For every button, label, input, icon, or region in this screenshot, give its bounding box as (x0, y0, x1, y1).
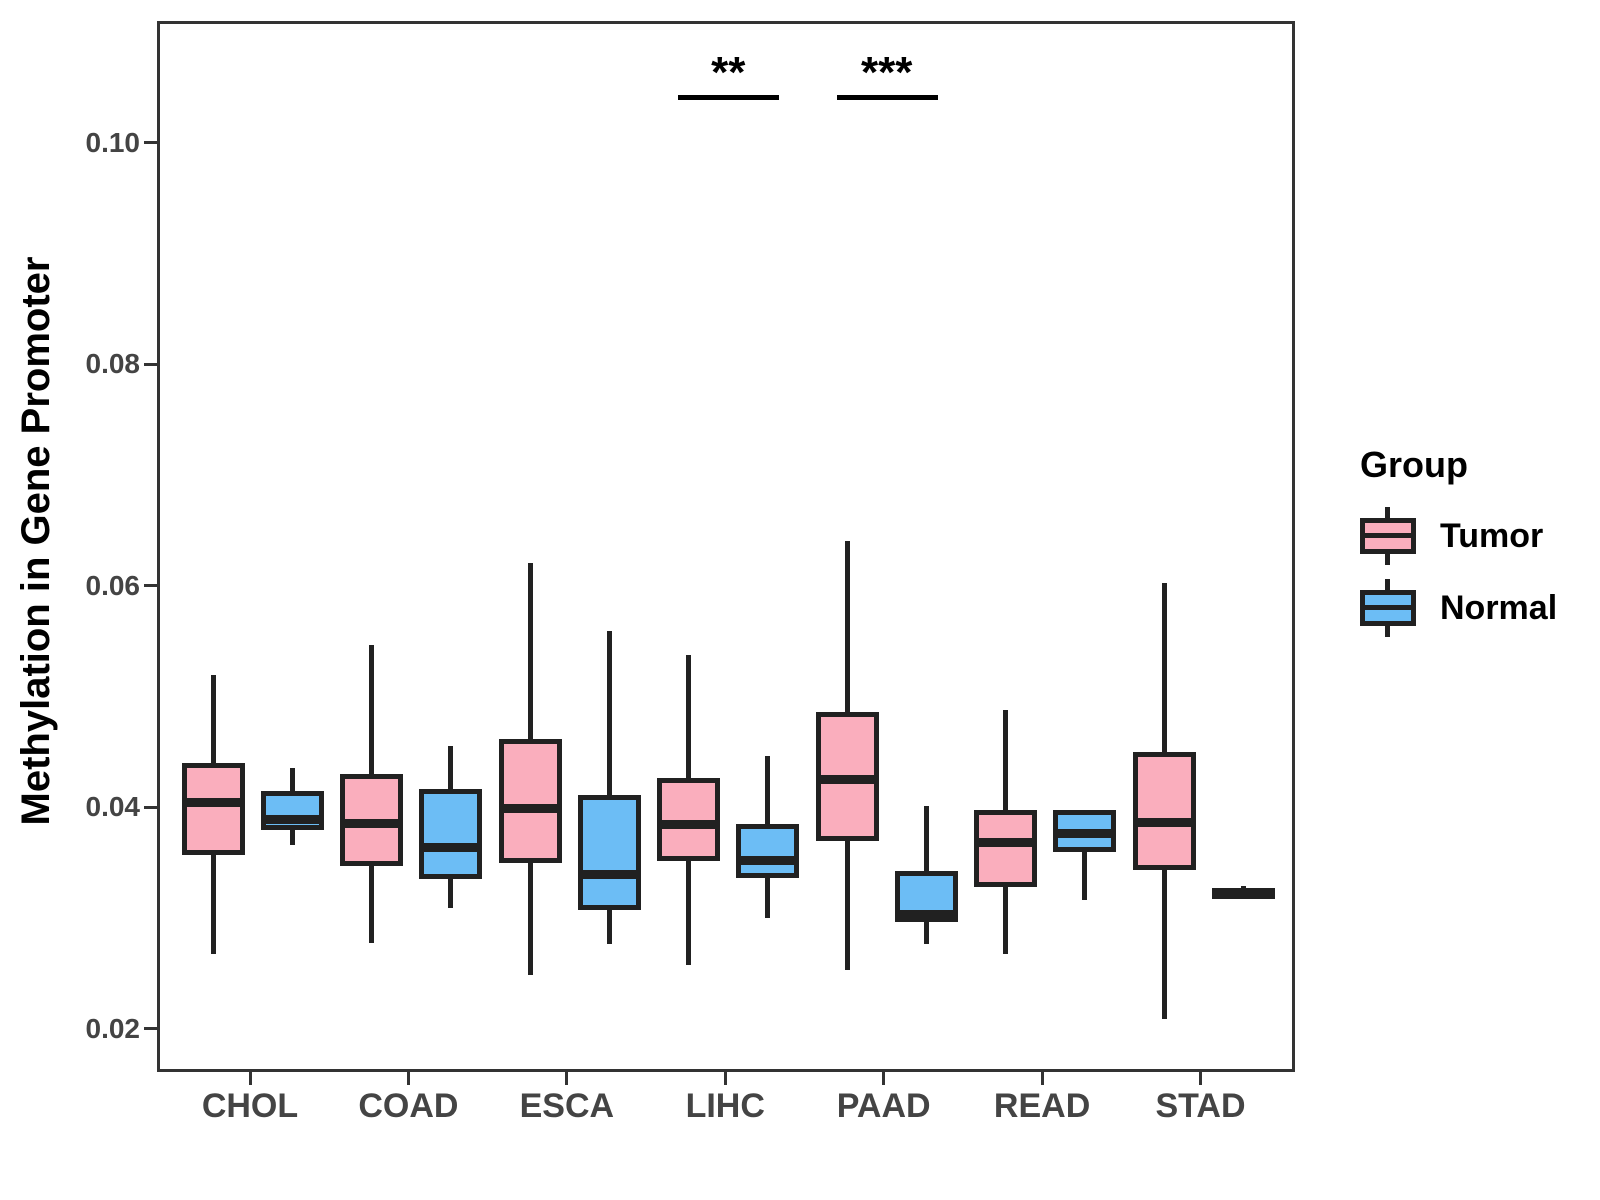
whisker-normal-READ (1082, 810, 1088, 900)
y-tick-mark (144, 362, 157, 366)
box-tumor-LIHC (657, 778, 721, 862)
legend-title: Group (1360, 444, 1468, 485)
y-tick-mark (144, 141, 157, 145)
box-normal-COAD (419, 789, 483, 879)
plot-panel: ** *** (157, 21, 1295, 1072)
median-normal-PAAD (894, 909, 958, 919)
key-median (1360, 533, 1416, 538)
box-normal-ESCA (577, 794, 641, 910)
x-tick-label-READ: READ (993, 1087, 1091, 1125)
median-tumor-CHOL (182, 798, 245, 808)
median-tumor-COAD (340, 819, 404, 829)
box-tumor-ESCA (498, 739, 562, 864)
box-tumor-STAD (1132, 751, 1196, 871)
y-tick-label: 0.04 (85, 791, 141, 823)
legend-item-tumor: Tumor (1360, 507, 1557, 565)
median-tumor-READ (974, 837, 1038, 847)
significance-bar-PAAD (836, 94, 938, 100)
median-tumor-LIHC (657, 820, 721, 830)
box-tumor-CHOL (182, 762, 245, 855)
x-tick-label-ESCA: ESCA (519, 1087, 615, 1125)
legend-label-tumor: Tumor (1440, 517, 1544, 555)
x-tick-mark (248, 1072, 252, 1085)
y-tick-label: 0.06 (85, 569, 141, 601)
median-normal-ESCA (577, 870, 641, 880)
legend-label-normal: Normal (1440, 589, 1558, 627)
legend: Group Tumor Normal (1360, 443, 1557, 637)
x-tick-mark (565, 1072, 569, 1085)
x-tick-mark (1040, 1072, 1044, 1085)
box-tumor-READ (974, 810, 1038, 887)
x-tick-label-PAAD: PAAD (836, 1087, 931, 1125)
box-normal-LIHC (736, 823, 800, 878)
median-tumor-PAAD (815, 774, 879, 784)
boxplot-key-icon (1360, 579, 1416, 637)
box-normal-CHOL (261, 791, 324, 831)
median-normal-CHOL (261, 814, 324, 824)
x-tick-label-LIHC: LIHC (685, 1087, 765, 1125)
plot-area: ** *** (160, 24, 1292, 1069)
key-median (1360, 605, 1416, 610)
median-normal-STAD (1211, 887, 1275, 897)
y-tick-label: 0.08 (85, 348, 141, 380)
y-tick-label: 0.02 (85, 1012, 141, 1044)
median-normal-READ (1053, 829, 1117, 839)
y-tick-mark (144, 584, 157, 588)
y-tick-label: 0.10 (85, 126, 141, 158)
x-tick-mark (406, 1072, 410, 1085)
x-tick-label-STAD: STAD (1155, 1087, 1246, 1125)
x-tick-label-COAD: COAD (358, 1087, 459, 1125)
x-tick-mark (882, 1072, 886, 1085)
median-normal-LIHC (736, 855, 800, 865)
whisker-normal-ESCA (606, 630, 612, 945)
x-tick-mark (1199, 1072, 1203, 1085)
median-tumor-ESCA (498, 803, 562, 813)
significance-label-LIHC: ** (711, 47, 746, 97)
x-tick-mark (723, 1072, 727, 1085)
x-tick-label-CHOL: CHOL (201, 1087, 299, 1125)
median-normal-COAD (419, 843, 483, 853)
y-tick-mark (144, 805, 157, 809)
legend-item-normal: Normal (1360, 579, 1557, 637)
median-tumor-STAD (1132, 817, 1196, 827)
significance-label-PAAD: *** (860, 47, 913, 97)
significance-bar-LIHC (678, 94, 780, 100)
boxplot-key-icon (1360, 507, 1416, 565)
y-tick-mark (144, 1027, 157, 1031)
